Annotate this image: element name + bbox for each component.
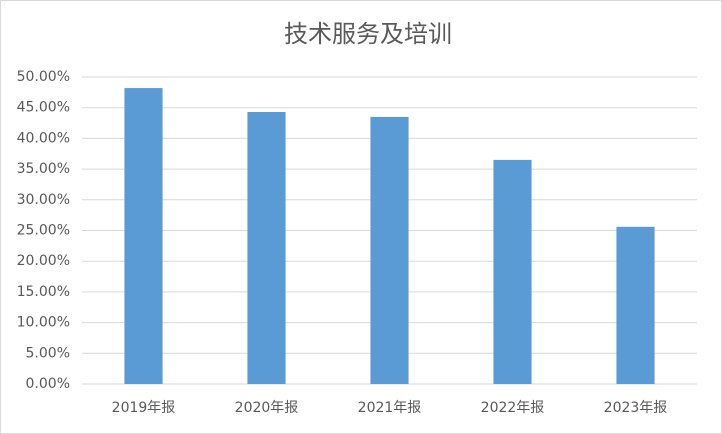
bar <box>370 116 409 384</box>
y-tick-label: 15.00% <box>17 284 70 300</box>
y-tick-label: 10.00% <box>17 315 70 331</box>
x-tick-label: 2023年报 <box>604 400 668 416</box>
x-tick-label: 2020年报 <box>235 400 299 416</box>
y-tick-label: 30.00% <box>17 192 70 208</box>
x-tick-label: 2022年报 <box>481 400 545 416</box>
chart-title: 技术服务及培训 <box>284 20 452 48</box>
x-tick-label: 2021年报 <box>358 400 422 416</box>
bar <box>493 159 532 384</box>
y-tick-label: 40.00% <box>17 130 70 146</box>
bar <box>616 226 655 384</box>
y-tick-label: 5.00% <box>26 345 70 361</box>
bar <box>247 111 286 385</box>
y-tick-label: 25.00% <box>17 223 70 239</box>
y-tick-label: 20.00% <box>17 253 70 269</box>
y-tick-label: 50.00% <box>17 69 70 85</box>
y-tick-label: 0.00% <box>26 376 70 392</box>
x-tick-label: 2019年报 <box>112 400 176 416</box>
bar <box>124 88 163 384</box>
y-tick-label: 45.00% <box>17 100 70 116</box>
y-tick-label: 35.00% <box>17 161 70 177</box>
